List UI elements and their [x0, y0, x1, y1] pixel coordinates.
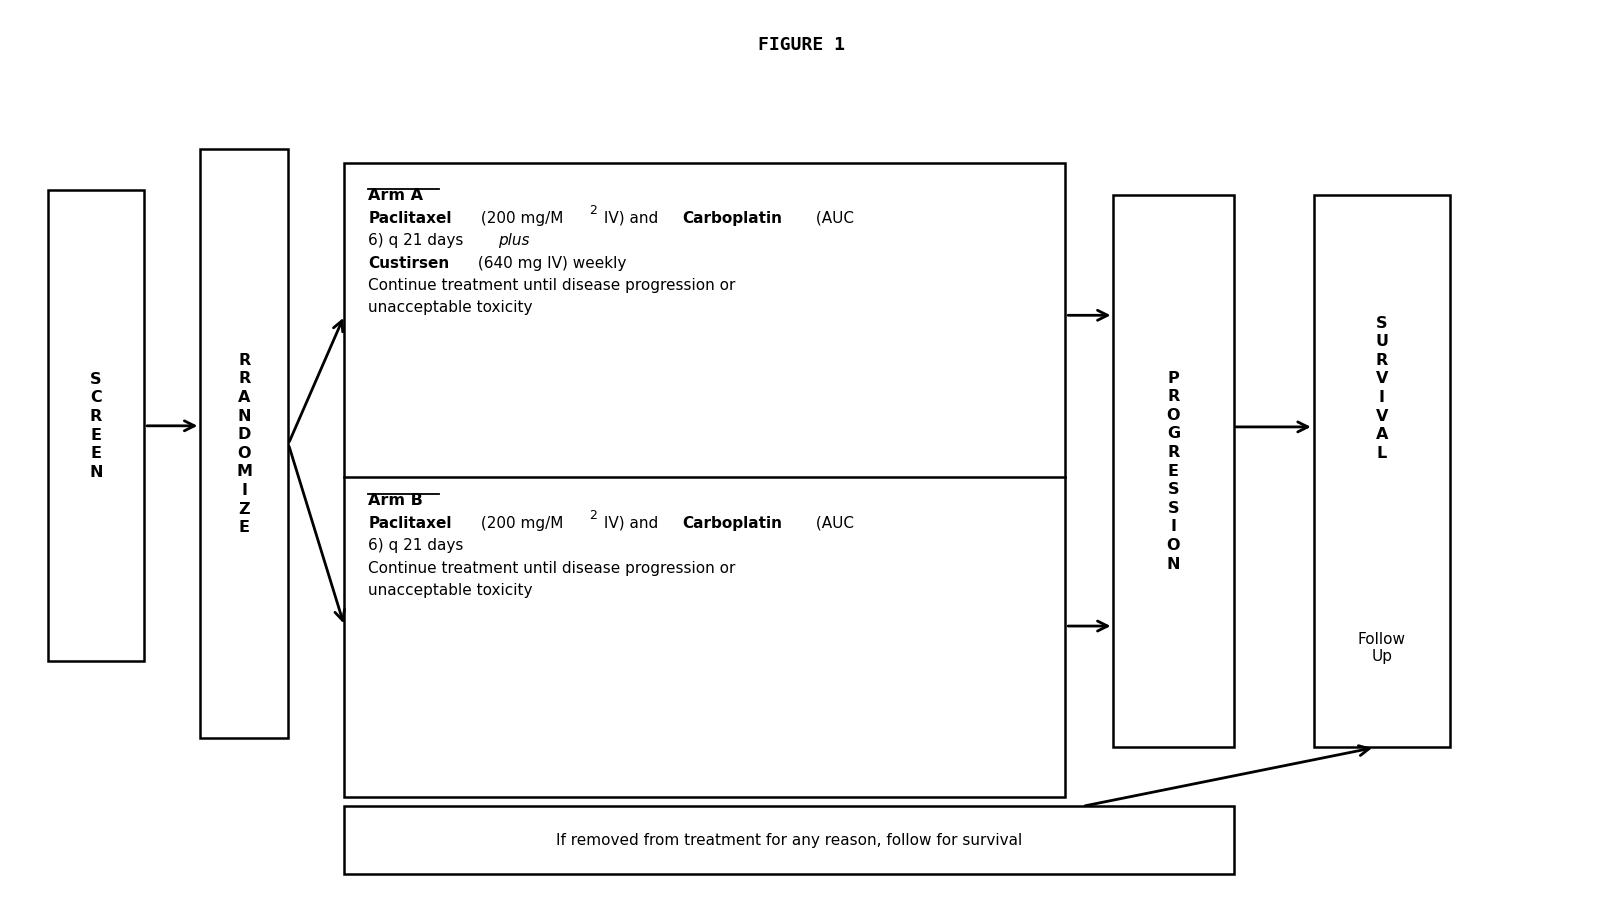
- FancyBboxPatch shape: [1113, 195, 1234, 747]
- Text: S
C
R
E
E
N: S C R E E N: [90, 371, 103, 480]
- Text: S
U
R
V
I
V
A
L: S U R V I V A L: [1375, 315, 1389, 461]
- Text: R
R
A
N
D
O
M
I
Z
E: R R A N D O M I Z E: [237, 352, 252, 535]
- Text: Carboplatin: Carboplatin: [682, 211, 782, 226]
- Text: Arm A: Arm A: [368, 188, 423, 204]
- Text: Follow
Up: Follow Up: [1358, 631, 1405, 664]
- Text: Arm B: Arm B: [368, 494, 423, 508]
- FancyBboxPatch shape: [48, 190, 144, 661]
- Text: Paclitaxel: Paclitaxel: [368, 211, 452, 226]
- Text: FIGURE 1: FIGURE 1: [758, 36, 844, 54]
- Text: (AUC: (AUC: [811, 211, 854, 226]
- Text: unacceptable toxicity: unacceptable toxicity: [368, 583, 533, 598]
- FancyBboxPatch shape: [344, 806, 1234, 874]
- Text: Paclitaxel: Paclitaxel: [368, 516, 452, 531]
- Text: Continue treatment until disease progression or: Continue treatment until disease progres…: [368, 278, 735, 293]
- Text: Continue treatment until disease progression or: Continue treatment until disease progres…: [368, 561, 735, 575]
- Text: Custirsen: Custirsen: [368, 255, 450, 271]
- Text: If removed from treatment for any reason, follow for survival: If removed from treatment for any reason…: [556, 833, 1022, 848]
- Text: 2: 2: [590, 204, 598, 217]
- Text: P
R
O
G
R
E
S
S
I
O
N: P R O G R E S S I O N: [1166, 371, 1181, 572]
- Text: (640 mg IV) weekly: (640 mg IV) weekly: [473, 255, 626, 271]
- Text: 2: 2: [590, 509, 598, 522]
- Text: (200 mg/M: (200 mg/M: [476, 211, 564, 226]
- Text: (AUC: (AUC: [811, 516, 854, 531]
- Text: IV) and: IV) and: [599, 516, 663, 531]
- Text: 6) q 21 days: 6) q 21 days: [368, 538, 465, 554]
- Text: 6) q 21 days: 6) q 21 days: [368, 233, 469, 248]
- Text: Carboplatin: Carboplatin: [682, 516, 782, 531]
- FancyBboxPatch shape: [1314, 195, 1450, 747]
- Text: IV) and: IV) and: [599, 211, 663, 226]
- Text: plus: plus: [498, 233, 529, 248]
- Text: unacceptable toxicity: unacceptable toxicity: [368, 301, 533, 315]
- FancyBboxPatch shape: [200, 149, 288, 738]
- FancyBboxPatch shape: [344, 163, 1065, 797]
- Text: (200 mg/M: (200 mg/M: [476, 516, 564, 531]
